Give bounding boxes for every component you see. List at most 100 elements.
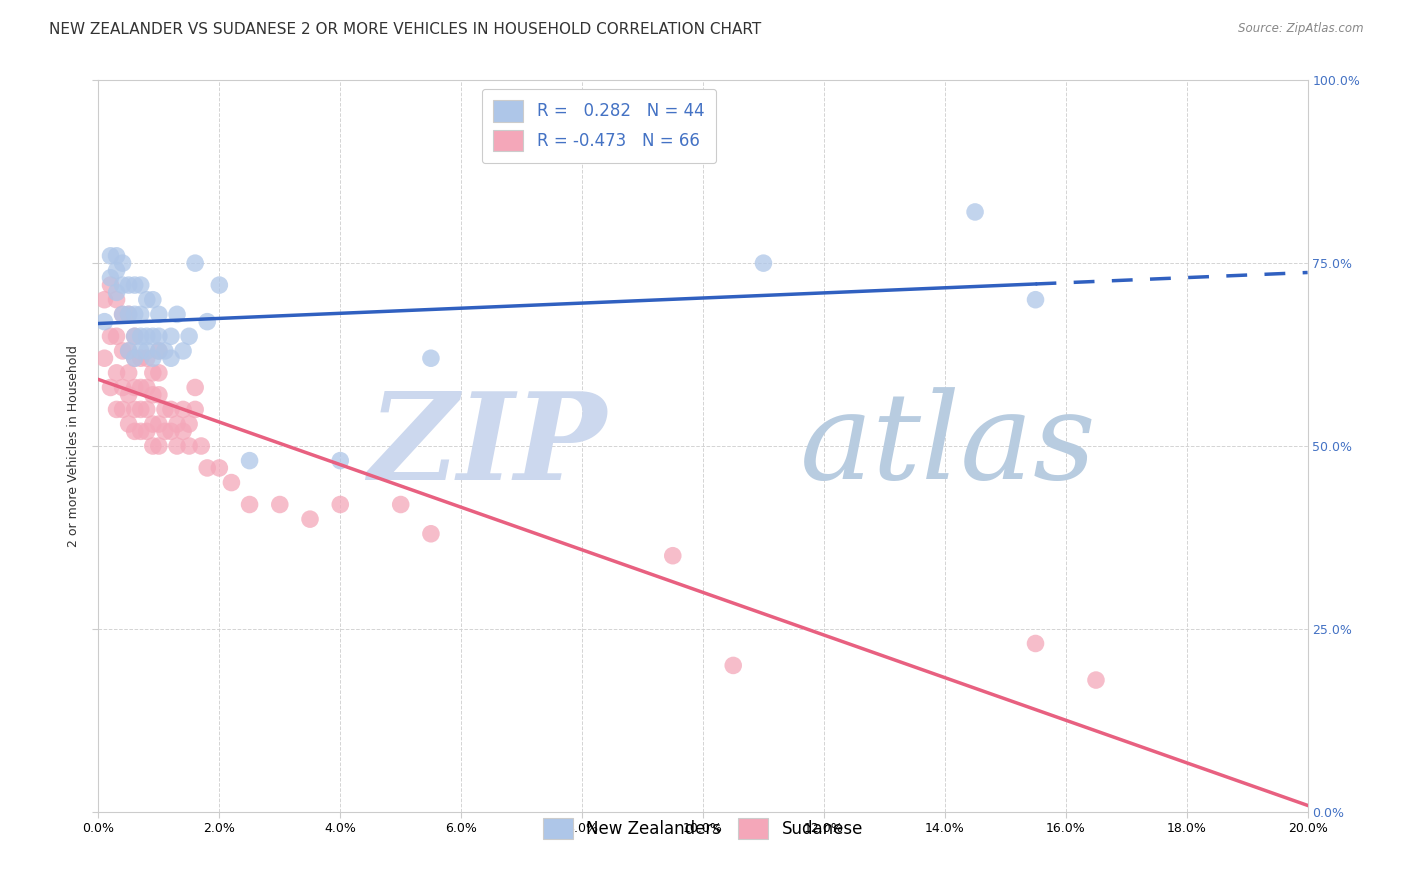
Point [129, 402, 152, 417]
Point [148, 329, 170, 343]
Point [153, 343, 176, 358]
Point [118, 307, 141, 321]
Point [195, 461, 218, 475]
Point [142, 439, 165, 453]
Point [269, 498, 291, 512]
Point [111, 402, 134, 417]
Point [172, 425, 194, 439]
Point [100, 278, 122, 293]
Point [118, 343, 141, 358]
Point [135, 343, 157, 358]
Point [420, 351, 443, 366]
Point [965, 205, 987, 219]
Point [111, 343, 134, 358]
Point [160, 329, 183, 343]
Point [124, 402, 146, 417]
Point [148, 366, 170, 380]
Point [329, 498, 352, 512]
Point [160, 402, 183, 417]
Point [111, 256, 134, 270]
Point [105, 249, 128, 263]
Point [105, 285, 128, 300]
Point [105, 263, 128, 277]
Point [124, 380, 146, 394]
Point [118, 278, 141, 293]
Point [105, 293, 128, 307]
Point [124, 307, 146, 321]
Point [105, 329, 128, 343]
Legend: New Zealanders, Sudanese: New Zealanders, Sudanese [531, 806, 875, 851]
Point [93, 293, 115, 307]
Point [93, 351, 115, 366]
Point [329, 453, 352, 467]
Point [129, 425, 152, 439]
Y-axis label: 2 or more Vehicles in Household: 2 or more Vehicles in Household [66, 345, 80, 547]
Text: NEW ZEALANDER VS SUDANESE 2 OR MORE VEHICLES IN HOUSEHOLD CORRELATION CHART: NEW ZEALANDER VS SUDANESE 2 OR MORE VEHI… [49, 22, 762, 37]
Point [118, 388, 141, 402]
Point [142, 366, 165, 380]
Point [179, 329, 201, 343]
Point [124, 351, 146, 366]
Point [105, 366, 128, 380]
Point [142, 417, 165, 431]
Point [160, 425, 183, 439]
Point [184, 256, 207, 270]
Point [389, 498, 412, 512]
Point [166, 417, 188, 431]
Point [153, 402, 176, 417]
Point [179, 417, 201, 431]
Point [93, 315, 115, 329]
Point [118, 417, 141, 431]
Point [190, 439, 212, 453]
Point [723, 658, 745, 673]
Point [129, 343, 152, 358]
Point [148, 307, 170, 321]
Point [142, 388, 165, 402]
Point [166, 439, 188, 453]
Point [129, 329, 152, 343]
Point [142, 329, 165, 343]
Point [148, 343, 170, 358]
Point [142, 351, 165, 366]
Point [124, 329, 146, 343]
Point [124, 351, 146, 366]
Point [100, 329, 122, 343]
Point [135, 351, 157, 366]
Point [148, 388, 170, 402]
Point [1024, 293, 1046, 307]
Point [179, 439, 201, 453]
Point [135, 425, 157, 439]
Point [239, 453, 262, 467]
Point [105, 402, 128, 417]
Point [239, 498, 262, 512]
Point [100, 249, 122, 263]
Point [153, 425, 176, 439]
Point [1085, 673, 1108, 687]
Point [135, 329, 157, 343]
Point [111, 278, 134, 293]
Point [135, 402, 157, 417]
Point [129, 380, 152, 394]
Point [129, 307, 152, 321]
Point [129, 351, 152, 366]
Point [135, 293, 157, 307]
Point [299, 512, 322, 526]
Point [148, 417, 170, 431]
Point [208, 461, 231, 475]
Point [124, 425, 146, 439]
Point [221, 475, 243, 490]
Point [111, 380, 134, 394]
Point [172, 343, 194, 358]
Point [184, 380, 207, 394]
Point [752, 256, 775, 270]
Point [118, 343, 141, 358]
Point [129, 278, 152, 293]
Point [172, 402, 194, 417]
Point [148, 343, 170, 358]
Point [184, 402, 207, 417]
Point [142, 293, 165, 307]
Point [124, 278, 146, 293]
Point [111, 307, 134, 321]
Point [208, 278, 231, 293]
Point [100, 270, 122, 285]
